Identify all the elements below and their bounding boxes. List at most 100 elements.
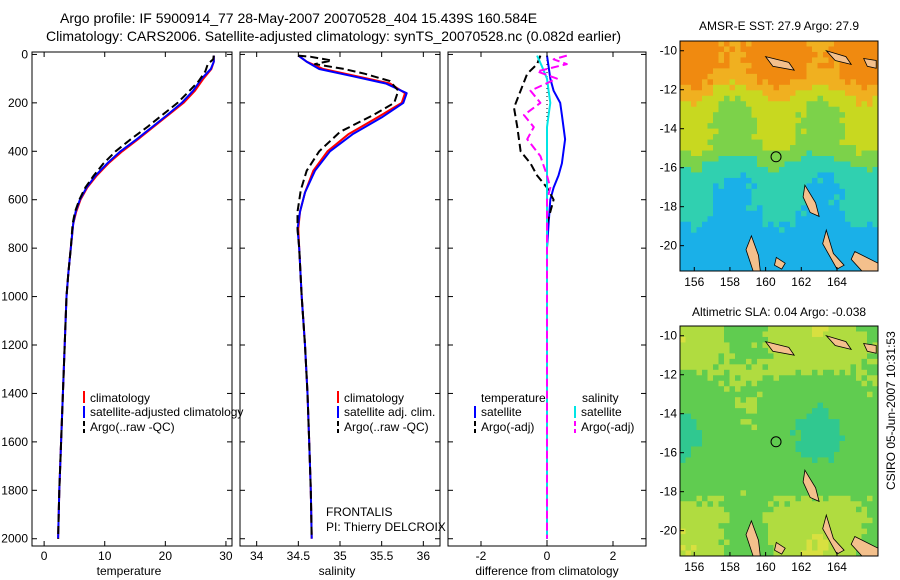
map-cell <box>839 254 846 261</box>
map-cell <box>735 205 742 212</box>
map-cell <box>680 364 687 371</box>
map-cell <box>757 468 764 475</box>
depth-tick-label: 200 <box>8 96 28 110</box>
map-cell <box>779 473 786 480</box>
map-cell <box>685 101 692 108</box>
map-cell <box>773 161 780 168</box>
map-cell <box>718 205 725 212</box>
map-cell <box>867 386 874 393</box>
map-cell <box>801 227 808 234</box>
map-cell <box>713 90 720 97</box>
map-cell <box>812 375 819 382</box>
map-cell <box>856 194 863 201</box>
map-cell <box>702 479 709 486</box>
map-cell <box>850 156 857 163</box>
map-cell <box>850 183 857 190</box>
map-cell <box>735 134 742 141</box>
map-cell <box>861 216 868 223</box>
salinity-xtick-label: 35 <box>333 549 347 563</box>
map-cell <box>746 265 753 271</box>
sla_map-xtick-label: 158 <box>720 560 740 574</box>
map-cell <box>746 57 753 64</box>
map-cell <box>746 73 753 80</box>
map-cell <box>784 183 791 190</box>
map-cell <box>779 435 786 442</box>
map-cell <box>735 451 742 459</box>
map-cell <box>707 353 714 360</box>
map-cell <box>812 506 819 513</box>
map-cell <box>779 139 786 146</box>
map-cell <box>856 101 863 108</box>
map-cell <box>806 238 813 245</box>
map-cell <box>850 101 857 108</box>
map-cell <box>817 331 824 338</box>
map-cell <box>779 402 786 409</box>
map-cell <box>718 391 725 398</box>
map-cell <box>845 73 852 80</box>
map-cell <box>867 391 874 398</box>
map-cell <box>784 260 791 267</box>
map-cell <box>817 238 824 245</box>
map-cell <box>751 188 758 195</box>
map-cell <box>812 347 819 354</box>
map-cell <box>751 41 758 48</box>
map-cell <box>757 375 764 382</box>
map-cell <box>680 51 687 59</box>
map-cell <box>812 424 819 431</box>
map-cell <box>779 539 786 546</box>
map-cell <box>718 397 725 404</box>
map-cell <box>707 473 714 480</box>
map-cell <box>751 106 758 113</box>
map-cell <box>762 216 769 223</box>
map-cell <box>828 424 835 431</box>
map-cell <box>696 326 703 333</box>
map-cell <box>795 479 802 486</box>
map-cell <box>784 227 791 234</box>
map-cell <box>740 145 747 152</box>
map-cell <box>806 386 813 393</box>
map-cell <box>790 134 797 141</box>
map-cell <box>702 435 709 442</box>
map-cell <box>867 375 874 382</box>
map-cell <box>757 517 764 524</box>
map-cell <box>801 545 808 552</box>
map-cell <box>702 391 709 398</box>
map-cell <box>850 413 857 420</box>
map-cell <box>746 424 753 431</box>
map-cell <box>724 249 731 256</box>
map-cell <box>795 347 802 354</box>
map-cell <box>718 347 725 354</box>
map-cell <box>872 506 878 513</box>
map-cell <box>740 243 747 250</box>
float-pi: PI: Thierry DELCROIX <box>326 520 446 534</box>
map-cell <box>707 512 714 519</box>
map-cell <box>850 523 857 530</box>
map-cell <box>823 112 830 119</box>
map-cell <box>861 331 868 338</box>
map-cell <box>740 473 747 480</box>
map-cell <box>762 68 769 75</box>
argo-location-marker <box>770 436 782 448</box>
map-cell <box>696 506 703 513</box>
map-cell <box>867 41 874 48</box>
map-cell <box>806 227 813 234</box>
map-cell <box>735 150 742 157</box>
map-cell <box>762 106 769 113</box>
map-cell <box>696 397 703 404</box>
map-cell <box>768 68 775 75</box>
map-cell <box>817 441 824 448</box>
map-cell <box>801 210 808 217</box>
map-cell <box>713 473 720 480</box>
map-cell <box>729 369 736 376</box>
map-cell <box>856 380 863 387</box>
map-cell <box>729 41 736 48</box>
map-cell <box>790 79 797 86</box>
map-cell <box>801 495 808 502</box>
salinity-series-argo-raw-qc- <box>296 54 400 539</box>
map-cell <box>680 495 687 502</box>
map-cell <box>718 457 725 464</box>
map-cell <box>751 419 758 426</box>
map-cell <box>729 145 736 152</box>
map-cell <box>845 84 852 91</box>
map-cell <box>828 134 835 141</box>
